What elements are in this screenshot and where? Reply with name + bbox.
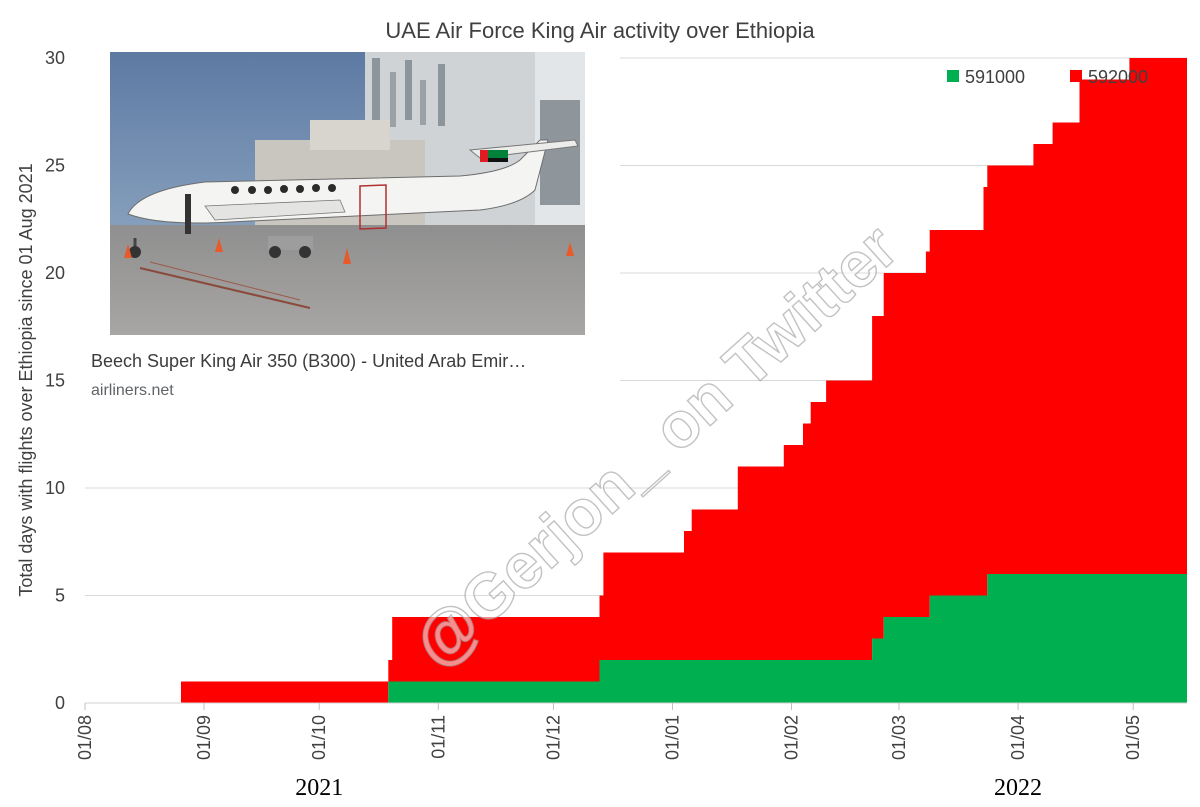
- x-tick-label: 01/08: [75, 715, 95, 760]
- y-tick-label: 30: [45, 48, 65, 68]
- year-labels: 2021 2022: [295, 775, 1042, 801]
- y-tick-label: 15: [45, 371, 65, 391]
- x-tick-label: 01/03: [889, 715, 909, 760]
- x-tick-label: 01/05: [1123, 715, 1143, 760]
- photo-card[interactable]: Beech Super King Air 350 (B300) - United…: [85, 46, 620, 408]
- legend-swatch-592000: [1070, 70, 1082, 82]
- x-tick-label: 01/12: [543, 715, 563, 760]
- photo-card-source: airliners.net: [91, 382, 174, 399]
- legend-label-592000: 592000: [1088, 67, 1148, 87]
- x-tick-label: 01/10: [309, 715, 329, 760]
- year-label: 2022: [994, 775, 1042, 801]
- y-tick-label: 0: [55, 693, 65, 713]
- series-area-592000: [85, 58, 1187, 703]
- y-tick-label: 25: [45, 156, 65, 176]
- y-tick-label: 20: [45, 263, 65, 283]
- x-tick-label: 01/09: [194, 715, 214, 760]
- y-axis-ticks: 0 5 10 15 20 25 30: [45, 48, 65, 713]
- x-tick-label: 01/04: [1008, 715, 1028, 760]
- stacked-areas: [85, 58, 1187, 703]
- photo-card-caption: Beech Super King Air 350 (B300) - United…: [91, 351, 526, 371]
- x-tick-label: 01/01: [663, 715, 683, 760]
- legend-swatch-591000: [947, 70, 959, 82]
- year-label: 2021: [295, 775, 343, 801]
- x-tick-label: 01/11: [428, 715, 448, 759]
- legend-label-591000: 591000: [965, 67, 1025, 87]
- chart-title: UAE Air Force King Air activity over Eth…: [385, 18, 815, 43]
- y-tick-label: 5: [55, 586, 65, 606]
- y-axis-label: Total days with flights over Ethiopia si…: [16, 163, 36, 596]
- legend: 591000 592000: [947, 67, 1148, 87]
- series-area-591000: [85, 574, 1187, 703]
- y-tick-label: 10: [45, 478, 65, 498]
- aircraft-photo: [110, 52, 585, 335]
- x-tick-label: 01/02: [782, 715, 802, 760]
- x-axis-ticks: 01/08 01/09 01/10 01/11 01/12 01/01 01/02 01/03…: [75, 703, 1143, 760]
